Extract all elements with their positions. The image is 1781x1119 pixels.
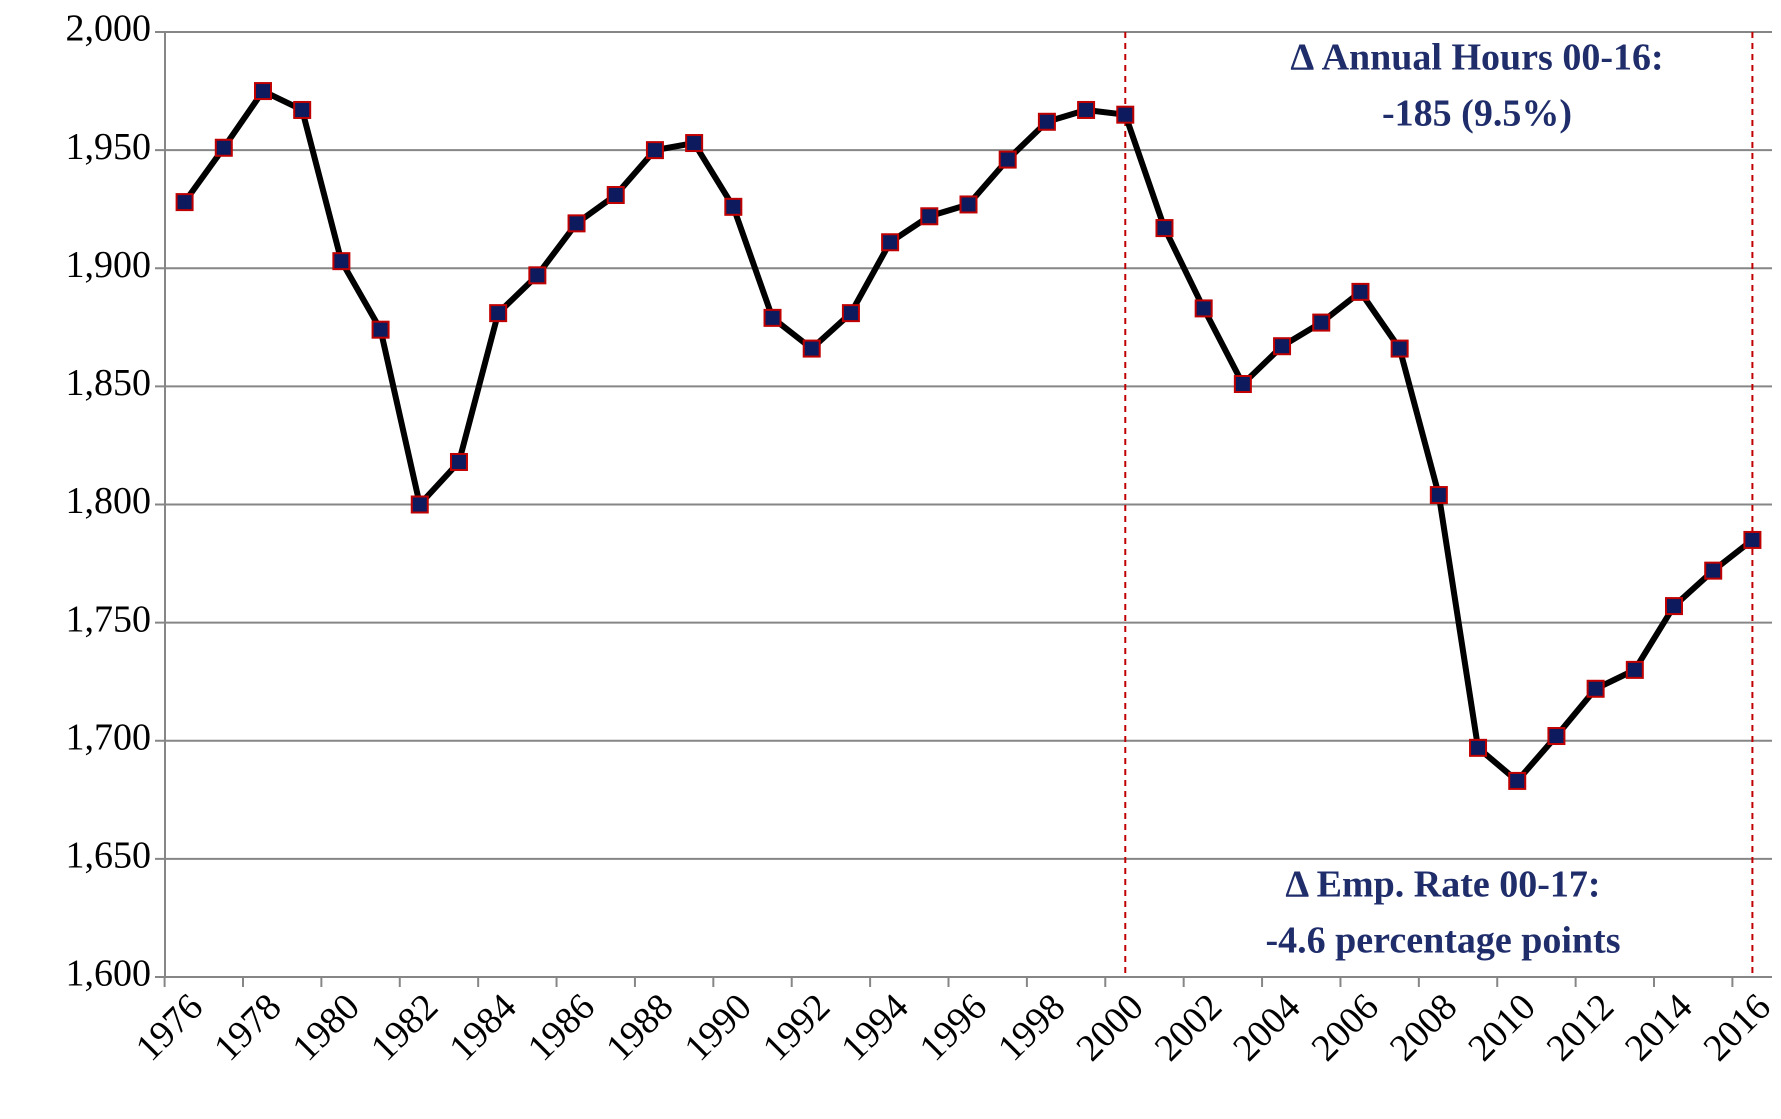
y-tick-label: 1,850 bbox=[66, 362, 152, 404]
data-point bbox=[841, 304, 860, 323]
data-point bbox=[1547, 727, 1566, 746]
annotation: Δ Emp. Rate 00-17: bbox=[1285, 864, 1600, 906]
data-point bbox=[1625, 660, 1644, 679]
y-tick-label: 1,600 bbox=[66, 953, 152, 995]
data-point bbox=[1155, 219, 1174, 238]
data-point bbox=[1194, 299, 1213, 318]
x-tick-label: 2012 bbox=[1539, 986, 1622, 1069]
data-point bbox=[1665, 597, 1684, 616]
y-tick-label: 1,650 bbox=[66, 835, 152, 877]
x-tick-label: 1994 bbox=[833, 986, 916, 1069]
data-point bbox=[567, 214, 586, 233]
annotation: -4.6 percentage points bbox=[1266, 920, 1621, 962]
data-point bbox=[959, 195, 978, 214]
x-tick-label: 1982 bbox=[363, 986, 446, 1069]
x-tick-label: 1986 bbox=[520, 986, 603, 1069]
x-tick-label: 1976 bbox=[128, 986, 211, 1069]
data-point bbox=[1037, 112, 1056, 131]
data-point bbox=[332, 252, 351, 271]
x-tick-label: 2006 bbox=[1304, 986, 1387, 1069]
data-point bbox=[920, 207, 939, 226]
data-point bbox=[214, 138, 233, 157]
x-tick-label: 2016 bbox=[1695, 986, 1778, 1069]
x-tick-label: 1992 bbox=[755, 986, 838, 1069]
y-tick-label: 1,950 bbox=[66, 126, 152, 168]
data-point bbox=[1273, 337, 1292, 356]
data-point bbox=[528, 266, 547, 285]
data-point bbox=[1429, 486, 1448, 505]
data-point bbox=[1469, 738, 1488, 757]
data-point bbox=[371, 320, 390, 339]
data-point bbox=[763, 308, 782, 327]
x-tick-label: 1984 bbox=[441, 986, 524, 1069]
data-point bbox=[998, 150, 1017, 169]
x-tick-label: 2010 bbox=[1460, 986, 1543, 1069]
data-point bbox=[724, 197, 743, 216]
data-point bbox=[449, 452, 468, 471]
x-tick-label: 2000 bbox=[1068, 986, 1151, 1069]
data-point bbox=[489, 304, 508, 323]
y-tick-label: 2,000 bbox=[66, 8, 152, 50]
x-tick-label: 1978 bbox=[206, 986, 289, 1069]
data-point bbox=[645, 141, 664, 160]
x-tick-label: 1980 bbox=[284, 986, 367, 1069]
y-tick-label: 1,750 bbox=[66, 598, 152, 640]
x-tick-label: 1988 bbox=[598, 986, 681, 1069]
data-point bbox=[1743, 530, 1762, 549]
x-tick-label: 1996 bbox=[912, 986, 995, 1069]
data-point bbox=[1390, 339, 1409, 358]
x-tick-label: 2008 bbox=[1382, 986, 1465, 1069]
data-line bbox=[182, 88, 1755, 784]
data-point bbox=[881, 233, 900, 252]
annotation: Δ Annual Hours 00-16: bbox=[1290, 37, 1663, 79]
data-point bbox=[1077, 100, 1096, 119]
y-tick-label: 1,700 bbox=[66, 716, 152, 758]
x-tick-label: 1990 bbox=[676, 986, 759, 1069]
data-point bbox=[802, 339, 821, 358]
x-tick-label: 1998 bbox=[990, 986, 1073, 1069]
data-point bbox=[410, 495, 429, 514]
data-point bbox=[1351, 282, 1370, 301]
data-point bbox=[1586, 679, 1605, 698]
x-tick-label: 2014 bbox=[1617, 986, 1700, 1069]
data-point bbox=[1312, 313, 1331, 332]
data-point bbox=[1704, 561, 1723, 580]
data-point bbox=[293, 100, 312, 119]
data-point bbox=[1233, 375, 1252, 394]
data-point bbox=[606, 186, 625, 205]
annotation: -185 (9.5%) bbox=[1382, 93, 1572, 135]
x-tick-label: 2002 bbox=[1147, 986, 1230, 1069]
x-tick-label: 2004 bbox=[1225, 986, 1308, 1069]
data-point bbox=[685, 134, 704, 153]
y-tick-label: 1,800 bbox=[66, 480, 152, 522]
data-point bbox=[1116, 105, 1135, 124]
y-tick-label: 1,900 bbox=[66, 244, 152, 286]
data-point bbox=[175, 193, 194, 212]
data-point bbox=[253, 82, 272, 101]
data-point bbox=[1508, 771, 1527, 790]
